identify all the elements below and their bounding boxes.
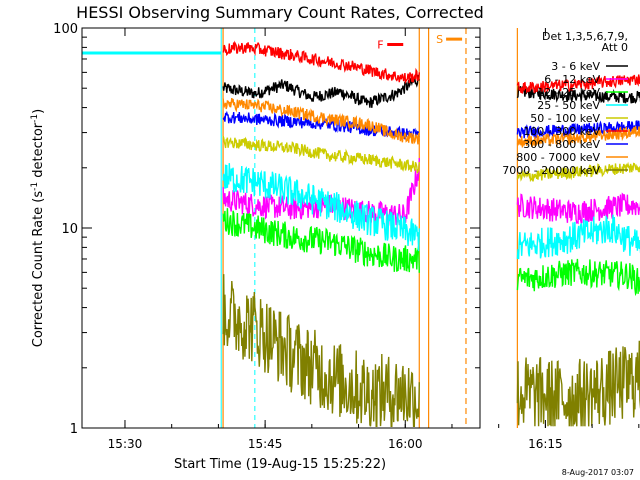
y-label-part1: Corrected Count Rate (s [31,191,46,348]
y-tick-label: 1 [70,422,78,437]
series-line-3-seg2 [516,214,640,260]
series-line-8-seg1 [222,274,420,427]
series-line-7-seg2 [516,126,640,148]
series-line-4-seg1 [222,135,420,174]
series-line-1-seg2 [516,192,640,225]
y-tick-label: 10 [61,222,78,237]
y-label-part2: detector [31,122,46,182]
y-tick-label: 100 [53,22,78,37]
legend-label: 25 - 50 keV [537,99,600,112]
legend-label: 100 - 300 keV [523,125,600,138]
series-line-2-seg1 [222,208,420,273]
series-line-5-seg2 [516,74,640,94]
footer-date: 8-Aug-2017 03:07 [562,468,634,477]
series-line-4-seg2 [516,161,640,183]
flag-marker: F [377,38,383,51]
series-line-8-seg2 [516,340,640,427]
x-tick-label: 15:45 [248,437,283,451]
legend-label: 12 - 25 keV [537,86,600,99]
x-axis-label: Start Time (19-Aug-15 15:25:22) [174,457,386,472]
legend-label: 50 - 100 keV [530,112,600,125]
series-line-7-seg1 [222,97,420,145]
chart-title: HESSI Observing Summary Count Rates, Cor… [76,3,484,22]
x-tick-label: 16:00 [388,437,423,451]
series-line-5-seg1 [222,40,420,85]
series-line-2-seg2 [516,258,640,297]
series-layer [222,40,640,427]
series-line-0-seg2 [516,85,640,104]
x-tick-label: 15:30 [108,437,143,451]
y-axis-ticks: 1 10 100 [53,22,480,437]
x-tick-label: 16:15 [528,437,563,451]
y-label-part3: ) [31,109,46,114]
y-label-sup1: -1 [30,182,40,191]
y-axis-label: Corrected Count Rate (s-1 detector-1) [30,109,46,347]
legend-label: 6 - 12 keV [544,73,600,86]
legend-header-line1: Det 1,3,5,6,7,9, [542,30,628,43]
y-label-sup2: -1 [30,114,40,123]
series-line-0-seg1 [222,74,420,108]
flag-marker: S [436,33,443,46]
series-line-3-seg1 [222,163,420,252]
legend-label: 7000 - 20000 keV [502,164,600,177]
series-line-6-seg2 [516,120,640,140]
legend-label: 3 - 6 keV [551,60,600,73]
legend-label: 800 - 7000 keV [516,151,600,164]
legend-header-line2: Att 0 [602,41,628,54]
legend-label: 300 - 800 keV [523,138,600,151]
